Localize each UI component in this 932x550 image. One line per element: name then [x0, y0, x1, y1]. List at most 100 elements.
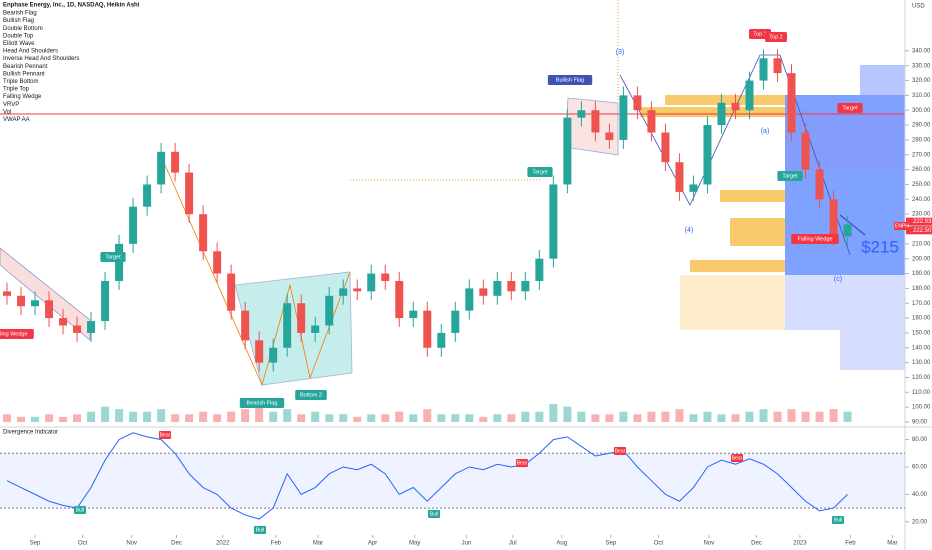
indicator-name: Triple Bottom	[3, 79, 38, 85]
indicator-name: Bullish Pennant	[3, 71, 45, 77]
price-tag	[906, 217, 932, 226]
indicator-name: VRVP	[3, 102, 19, 108]
x-tick-label: May	[409, 541, 420, 547]
candle-body	[297, 303, 306, 333]
price-tag	[906, 226, 932, 235]
volume-bar	[101, 406, 110, 422]
indicator-name: Head And Shoulders	[3, 49, 58, 55]
price-tag-label: 222.93	[913, 219, 932, 225]
volume-bar	[31, 416, 40, 422]
wave-label: (a)	[761, 128, 770, 135]
signal-box	[516, 459, 528, 467]
indicator-name: VWAP AA	[3, 117, 30, 123]
candle-body	[843, 224, 852, 237]
y-tick-label: 90.00	[912, 420, 928, 426]
candle-body	[73, 325, 82, 333]
volume-bar	[59, 416, 68, 422]
candle-body	[703, 125, 712, 185]
candle-body	[325, 295, 334, 326]
candle-body	[605, 132, 614, 140]
y-tick-label: 320.00	[912, 78, 931, 84]
y-tick-label: 150.00	[912, 331, 931, 337]
price-tag-label: 222.50	[913, 228, 932, 234]
volume-bar	[381, 414, 390, 422]
volume-bar	[213, 414, 222, 422]
candle-body	[157, 151, 166, 185]
candle-body	[759, 58, 768, 81]
annotation: Top 1	[753, 31, 766, 37]
candle-body	[437, 332, 446, 348]
volume-bar	[311, 411, 320, 422]
candle-body	[409, 310, 418, 319]
x-tick-label: Mar	[313, 541, 323, 547]
volume-bar	[633, 414, 642, 422]
candle-body	[689, 184, 698, 192]
volume-bar	[17, 416, 26, 422]
annotation: Bottom 2	[300, 392, 322, 398]
indicator-name: Double Top	[3, 33, 34, 39]
annotation-box	[239, 398, 285, 408]
volume-bar	[465, 414, 474, 422]
indicator-name: Double Bottom	[3, 26, 43, 32]
x-tick-label: Sep	[605, 541, 616, 547]
x-tick-label: Nov	[704, 541, 715, 547]
y-tick-label: 200.00	[912, 256, 931, 262]
volume-bar	[815, 411, 824, 422]
x-tick-label: Sep	[30, 541, 41, 547]
volume-bar	[759, 409, 768, 422]
y-tick-label: 280.00	[912, 138, 931, 144]
volume-bar	[549, 404, 558, 422]
annotation-box	[777, 171, 803, 181]
indicator-name: Falling Wedge	[3, 94, 42, 100]
y-tick-label: 210.00	[912, 241, 931, 247]
y-tick-label: 130.00	[912, 360, 931, 366]
volume-bar	[521, 411, 530, 422]
indicator-name: Inverse Head And Shoulders	[3, 56, 79, 62]
signal-box	[428, 510, 440, 518]
volume-bar	[703, 411, 712, 422]
signal-box	[74, 506, 86, 514]
volume-bar	[353, 416, 362, 422]
annotation: Target	[842, 105, 858, 111]
candle-body	[129, 206, 138, 244]
candle-body	[619, 95, 628, 140]
x-tick-label: Feb	[845, 541, 856, 547]
candle-body	[745, 80, 754, 111]
volume-bar	[367, 414, 376, 422]
candle-body	[255, 340, 264, 363]
indicator-name: Bearish Pennant	[3, 64, 48, 70]
signal-box	[832, 516, 844, 524]
candle-body	[115, 243, 124, 281]
annotation: Falling Wedge	[797, 236, 832, 242]
volume-bar	[199, 411, 208, 422]
annotation-box	[295, 390, 327, 400]
y-tick-label: 40.00	[912, 492, 928, 498]
annotation-box	[100, 252, 126, 262]
candle-body	[59, 318, 68, 326]
signal: Bear	[160, 432, 171, 438]
candle-body	[31, 300, 40, 307]
y-tick-label: 160.00	[912, 316, 931, 322]
y-tick-label: 100.00	[912, 405, 931, 411]
candle-body	[493, 280, 502, 296]
candle-body	[507, 280, 516, 292]
candle-body	[787, 73, 796, 133]
candle-body	[773, 58, 782, 74]
volume-bar	[437, 414, 446, 422]
candle-body	[3, 291, 12, 296]
big-label: $215	[861, 237, 899, 256]
x-tick-label: Nov	[126, 541, 137, 547]
volume-bar	[689, 414, 698, 422]
candle-body	[171, 151, 180, 173]
volume-bar	[3, 414, 12, 422]
candle-body	[227, 273, 236, 311]
x-tick-label: Feb	[271, 541, 282, 547]
volume-bar	[255, 406, 264, 422]
volume-bar	[395, 411, 404, 422]
candle-body	[717, 102, 726, 126]
wave-label: (3)	[616, 49, 625, 56]
y-tick-label: 240.00	[912, 197, 931, 203]
signal-box	[159, 431, 171, 439]
y-tick-label: 290.00	[912, 123, 931, 129]
signal-box	[731, 454, 743, 462]
